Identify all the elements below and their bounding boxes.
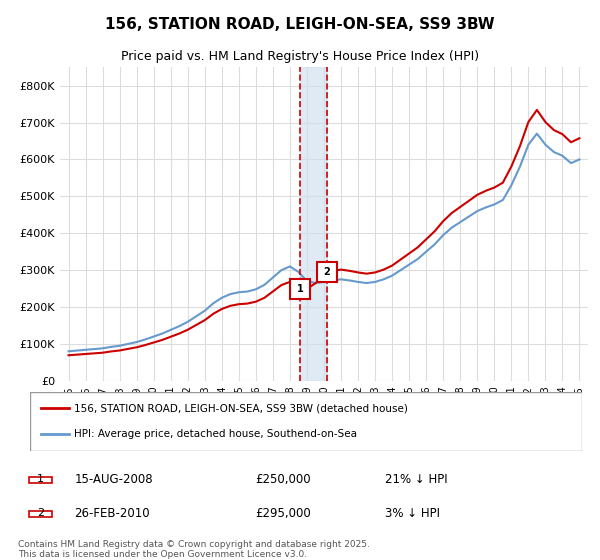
Text: 1: 1 bbox=[37, 474, 44, 484]
FancyBboxPatch shape bbox=[29, 477, 52, 483]
Text: £295,000: £295,000 bbox=[255, 507, 311, 520]
Text: Contains HM Land Registry data © Crown copyright and database right 2025.
This d: Contains HM Land Registry data © Crown c… bbox=[18, 540, 370, 559]
Text: £250,000: £250,000 bbox=[255, 473, 311, 486]
Text: 3% ↓ HPI: 3% ↓ HPI bbox=[385, 507, 440, 520]
Text: 21% ↓ HPI: 21% ↓ HPI bbox=[385, 473, 447, 486]
Text: 2: 2 bbox=[323, 267, 330, 277]
Text: 15-AUG-2008: 15-AUG-2008 bbox=[74, 473, 153, 486]
Text: 156, STATION ROAD, LEIGH-ON-SEA, SS9 3BW (detached house): 156, STATION ROAD, LEIGH-ON-SEA, SS9 3BW… bbox=[74, 403, 408, 413]
FancyBboxPatch shape bbox=[30, 392, 582, 451]
Text: 1: 1 bbox=[297, 283, 304, 293]
Text: 2: 2 bbox=[37, 508, 44, 518]
Text: Price paid vs. HM Land Registry's House Price Index (HPI): Price paid vs. HM Land Registry's House … bbox=[121, 50, 479, 63]
Text: 156, STATION ROAD, LEIGH-ON-SEA, SS9 3BW: 156, STATION ROAD, LEIGH-ON-SEA, SS9 3BW bbox=[105, 17, 495, 32]
Text: HPI: Average price, detached house, Southend-on-Sea: HPI: Average price, detached house, Sout… bbox=[74, 430, 357, 440]
Bar bbox=[301, 67, 326, 381]
FancyBboxPatch shape bbox=[29, 511, 52, 517]
Text: 26-FEB-2010: 26-FEB-2010 bbox=[74, 507, 150, 520]
